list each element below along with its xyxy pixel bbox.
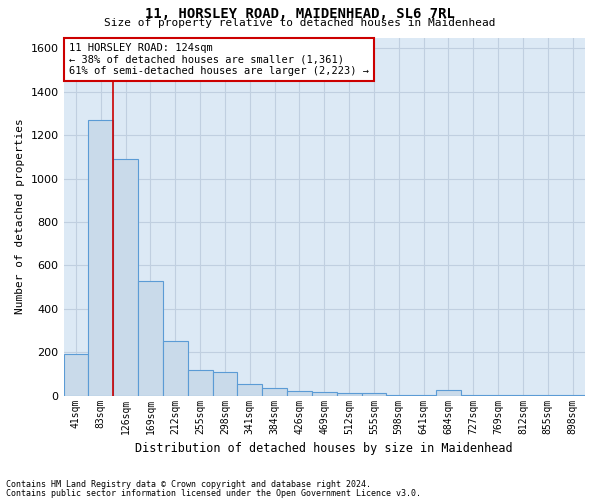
Bar — [511, 394, 535, 396]
Bar — [287, 392, 312, 396]
Text: 11 HORSLEY ROAD: 124sqm
← 38% of detached houses are smaller (1,361)
61% of semi: 11 HORSLEY ROAD: 124sqm ← 38% of detache… — [69, 43, 369, 76]
Bar — [535, 394, 560, 396]
Bar — [337, 394, 362, 396]
Bar — [163, 342, 188, 396]
Text: Size of property relative to detached houses in Maidenhead: Size of property relative to detached ho… — [104, 18, 496, 28]
Text: Contains HM Land Registry data © Crown copyright and database right 2024.: Contains HM Land Registry data © Crown c… — [6, 480, 371, 489]
Bar — [138, 280, 163, 396]
Bar — [560, 394, 585, 396]
Bar — [386, 394, 411, 396]
Text: 11, HORSLEY ROAD, MAIDENHEAD, SL6 7RL: 11, HORSLEY ROAD, MAIDENHEAD, SL6 7RL — [145, 8, 455, 22]
Bar — [64, 354, 88, 396]
Bar — [88, 120, 113, 396]
Y-axis label: Number of detached properties: Number of detached properties — [15, 118, 25, 314]
X-axis label: Distribution of detached houses by size in Maidenhead: Distribution of detached houses by size … — [136, 442, 513, 455]
Bar — [113, 159, 138, 396]
Bar — [436, 390, 461, 396]
Bar — [411, 394, 436, 396]
Bar — [461, 394, 485, 396]
Text: Contains public sector information licensed under the Open Government Licence v3: Contains public sector information licen… — [6, 488, 421, 498]
Bar — [312, 392, 337, 396]
Bar — [262, 388, 287, 396]
Bar — [362, 394, 386, 396]
Bar — [238, 384, 262, 396]
Bar — [485, 394, 511, 396]
Bar — [212, 372, 238, 396]
Bar — [188, 370, 212, 396]
